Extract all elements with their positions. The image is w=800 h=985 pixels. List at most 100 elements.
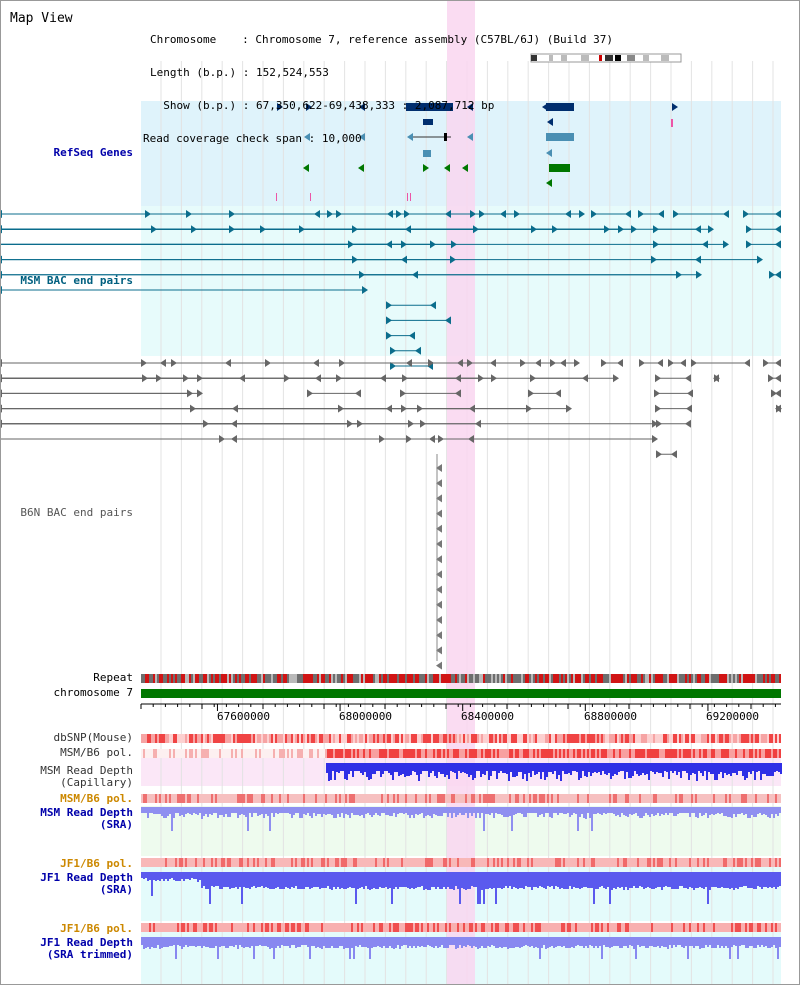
repeat-block [571,674,573,683]
jf1-pol-cell [265,858,267,867]
msm-pol2-cell [517,794,519,803]
jf1-trim-bar [155,937,157,948]
msm-depth-bar [328,763,330,781]
jf1-pol2-cell [665,923,667,932]
jf1-sra-bar [565,872,567,889]
jf1-sra-bar [367,872,369,889]
jf1-sra-bar [731,872,733,888]
repeat-block [417,674,419,683]
jf1-pol2-cell [545,923,547,932]
msm-depth-bar [728,763,730,774]
jf1-trim-bar [145,937,147,948]
repeat-block [757,674,759,683]
dbsnp-cell [411,734,413,743]
jf1-pol-cell [657,858,659,867]
msm-pol2-cell [331,794,333,803]
dbsnp-cell [403,734,405,743]
b6n-bac-end [671,450,677,459]
msm-pol2-cell [717,794,719,803]
msm-pol2-cell [539,794,541,803]
msm-pol-cell [409,749,411,758]
msm-sra-bar [737,807,739,814]
b6n-bac-end [687,389,693,398]
jf1-pol-cell [149,858,151,867]
jf1-pol2-cell [489,923,491,932]
msm-pol-cell [539,749,541,758]
msm-depth-bar [386,763,388,771]
repeat-block [715,674,717,683]
b6n-bac-end [680,359,686,367]
msm-pol-cell [431,749,433,758]
msm-pol2-cell [319,794,321,803]
jf1-sra-bar [345,872,347,889]
axis-tick-label: 68800000 [584,710,637,723]
repeat-block [513,674,515,683]
repeat-block [607,674,609,683]
jf1-pol-cell [511,858,513,867]
jf1-trim-bar [201,937,203,948]
jf1-pol-cell [427,858,429,867]
track-label-msm-bac[interactable]: MSM BAC end pairs [20,274,133,287]
dbsnp-cell [539,734,541,743]
dbsnp-cell [323,734,325,743]
jf1-pol-cell [353,858,355,867]
repeat-block [353,674,355,683]
msm-pol2-cell [451,794,453,803]
jf1-pol2-cell [481,923,483,932]
jf1-pol2-cell [193,923,195,932]
jf1-sra-bar [187,872,189,879]
repeat-block [753,674,755,683]
msm-sra-bar [201,807,203,819]
msm-pol2-cell [639,794,641,803]
jf1-sra-bar [521,872,523,888]
msm-pol-cell [571,749,573,758]
msm-sra-bar [163,807,165,818]
msm-pol-cell [501,749,503,758]
jf1-sra-bar [385,872,387,887]
msm-pol-cell [693,749,695,758]
msm-pol2-cell [447,794,449,803]
repeat-block [535,674,537,683]
jf1-pol2-cell [365,923,367,932]
track-label-b6n-bac[interactable]: B6N BAC end pairs [20,506,133,519]
jf1-pol-cell [237,858,239,867]
repeat-block [291,674,293,683]
jf1-sra-bar [647,872,649,887]
jf1-pol2-cell [187,923,189,932]
repeat-block [627,674,629,683]
jf1-trim-bar [203,937,205,946]
jf1-sra-bar [559,872,561,889]
msm-depth-bar [738,763,740,771]
jf1-pol-cell [365,858,367,867]
jf1-pol-cell [339,858,341,867]
msm-depth-bar [390,763,392,775]
jf1-sra-bar [359,872,361,888]
jf1-pol-cell [433,858,435,867]
msm-pol-cell [513,749,515,758]
jf1-pol2-cell [731,923,733,932]
jf1-trim-bar [401,937,403,946]
dbsnp-cell [467,734,469,743]
dbsnp-cell [483,734,485,743]
jf1-trim-bar [637,937,639,945]
dbsnp-cell [363,734,365,743]
track-label-refseq-genes[interactable]: RefSeq Genes [53,146,133,159]
msm-depth-bar [544,763,546,780]
dbsnp-cell [599,734,601,743]
jf1-pol-cell [297,858,299,867]
msm-sra-bar [675,807,677,816]
jf1-sra-bar [487,872,489,889]
jf1-pol2-cell [589,923,591,932]
jf1-trim-bar [389,937,391,946]
msm-sra-bar [517,807,519,813]
dbsnp-cell [203,734,205,743]
msm-pol2-cell [215,794,217,803]
msm-depth-bar [444,763,446,777]
msm-sra-bar [189,807,191,814]
jf1-trim-bar [643,937,645,946]
jf1-trim-bar [263,937,265,946]
dbsnp-cell [299,734,301,743]
msm-pol-cell [197,749,199,758]
msm-pol-cell [297,749,299,758]
